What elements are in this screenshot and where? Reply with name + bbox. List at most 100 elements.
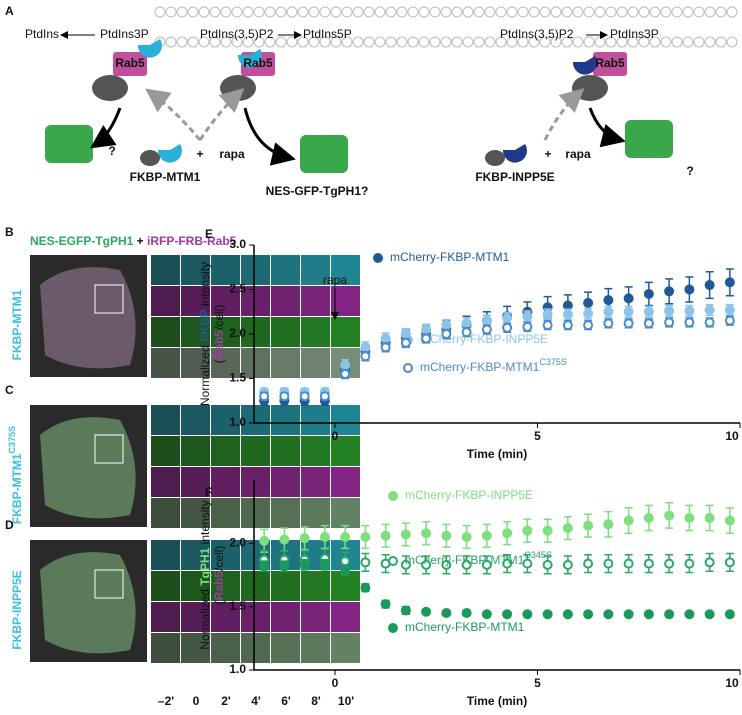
lipid: [407, 36, 419, 48]
lipid: [176, 6, 188, 18]
image-tile-signal: [271, 633, 300, 663]
y-tick-label: 1.0: [229, 415, 246, 429]
lipid: [286, 6, 298, 18]
image-tile-signal: [211, 571, 240, 601]
data-point: [583, 297, 594, 308]
lipid: [550, 6, 562, 18]
time-label: 6': [281, 694, 291, 708]
lipid: [473, 36, 485, 48]
image-tile-signal: [211, 286, 240, 316]
lipid: [264, 6, 276, 18]
data-point: [299, 559, 310, 570]
image-tile-signal: [211, 602, 240, 632]
image-tile: [211, 255, 240, 285]
lipid: [385, 36, 397, 48]
data-point: [481, 315, 492, 326]
gfp-probe: [625, 120, 673, 158]
lipid: [330, 36, 342, 48]
image-tile-signal: [241, 571, 270, 601]
data-point: [340, 360, 351, 371]
row-label: FKBP-INPP5E: [10, 570, 24, 649]
zoom-box: [94, 569, 124, 599]
data-point: [360, 342, 371, 353]
lipid: [660, 6, 672, 18]
legend-name: mCherry-FKBP-INPP5E: [420, 332, 548, 346]
lipid: [561, 36, 573, 48]
data-point: [643, 318, 654, 329]
arrow: [145, 88, 202, 141]
inpp5e: [502, 144, 527, 163]
arrow: [543, 87, 585, 141]
image-tile-signal: [151, 498, 180, 528]
legend-marker: [373, 253, 383, 263]
data-point: [481, 530, 492, 541]
lipid: [715, 6, 727, 18]
x-tick-label: 0: [332, 676, 339, 690]
image-tile-signal: [271, 436, 300, 466]
x-tick-label: 10: [725, 676, 739, 690]
panel-letter: E: [205, 227, 213, 241]
image-tile: [181, 540, 210, 570]
data-point: [664, 317, 675, 328]
data-point: [299, 533, 310, 544]
lipid: [275, 36, 287, 48]
data-point: [299, 391, 310, 402]
lipid: [286, 36, 298, 48]
image-tile: [181, 348, 210, 378]
data-point: [502, 528, 513, 539]
lipid: [253, 36, 265, 48]
image-tile-signal: [151, 467, 180, 497]
image-tile-signal: [301, 348, 330, 378]
diagram-label: Rab5: [595, 56, 625, 70]
lipid: [462, 36, 474, 48]
data-point: [461, 608, 472, 618]
data-point: [441, 608, 452, 618]
image-tile-signal: [211, 255, 240, 285]
time-label: –2': [158, 694, 174, 708]
image-tile-signal: [301, 436, 330, 466]
data-point: [684, 609, 695, 620]
arrow: [243, 107, 296, 166]
diagram-label: +: [196, 147, 203, 161]
lipid: [627, 6, 639, 18]
data-point: [542, 559, 553, 570]
legend-label: mCherry-FKBP-MTM1C375S: [420, 357, 567, 374]
image-tile-signal: [331, 405, 360, 435]
data-point: [603, 558, 614, 569]
y-axis-title-part: intensity: [198, 262, 212, 309]
image-tile-signal: [241, 317, 270, 347]
image-tile-signal: [331, 602, 360, 632]
lipid: [352, 36, 364, 48]
diagram-label: A: [5, 4, 14, 18]
image-tile-signal: [181, 405, 210, 435]
data-point: [481, 559, 492, 570]
diagram-label: FKBP-INPP5E: [475, 170, 554, 184]
diagram-label: NES-GFP-TgPH1?: [266, 184, 369, 198]
data-point: [542, 609, 553, 620]
image-tile: [151, 348, 180, 378]
data-point: [542, 309, 553, 320]
data-point: [603, 318, 614, 329]
arrow: [90, 107, 122, 149]
legend-name: mCherry-FKBP-MTM1: [405, 553, 525, 567]
inpp5e: [572, 56, 597, 75]
x-tick-label: 5: [534, 429, 541, 443]
y-axis-title-part: Normalized: [198, 586, 212, 650]
lipid: [308, 36, 320, 48]
panel-letter: C: [5, 383, 14, 397]
y-axis-title-part: FKBP: [198, 309, 212, 342]
image-tile: [151, 317, 180, 347]
lipid: [517, 6, 529, 18]
lipid: [528, 6, 540, 18]
data-point: [279, 561, 290, 572]
lipid: [462, 6, 474, 18]
lipid: [616, 36, 628, 48]
data-point: [664, 510, 675, 521]
lipid: [396, 6, 408, 18]
image-tile-signal: [151, 571, 180, 601]
image-tile-signal: [301, 405, 330, 435]
legend-name: mCherry-FKBP-MTM1: [420, 360, 540, 374]
data-point: [502, 312, 513, 323]
row-label-text: FKBP-INPP5E: [10, 570, 24, 649]
data-point: [461, 327, 472, 338]
